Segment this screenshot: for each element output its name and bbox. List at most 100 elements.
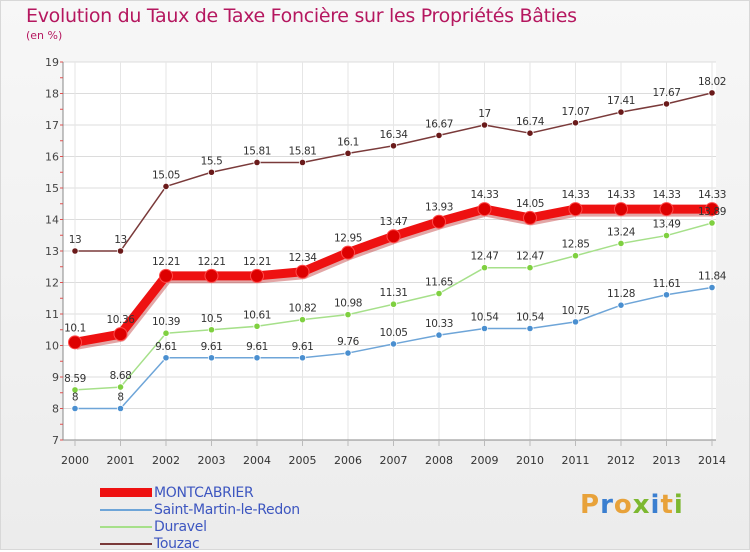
data-label-duravel: 10.82	[288, 303, 316, 315]
legend-swatch-montcabrier	[100, 488, 152, 497]
data-label-saint-martin-le-redon: 9.61	[292, 341, 314, 353]
data-point-saint-martin-le-redon	[617, 301, 625, 309]
data-point-duravel	[708, 219, 716, 227]
data-point-touzac	[571, 119, 580, 127]
data-label-montcabrier: 14.33	[561, 189, 589, 201]
data-point-touzac	[162, 182, 170, 191]
data-point-saint-martin-le-redon	[708, 283, 716, 292]
data-label-duravel: 10.61	[243, 309, 271, 321]
data-point-touzac	[71, 247, 79, 255]
legend-label-saint-martin-le-redon: Saint-Martin-le-Redon	[154, 501, 300, 518]
data-label-saint-martin-le-redon: 8	[117, 392, 123, 404]
proxiti-logo: Proxiti	[580, 490, 684, 520]
data-point-saint-martin-le-redon	[389, 340, 398, 348]
data-point-duravel	[526, 264, 534, 272]
data-point-saint-martin-le-redon	[480, 324, 489, 333]
legend-label-duravel: Duravel	[154, 518, 207, 535]
data-label-touzac: 13	[69, 234, 82, 246]
logo-letter: i	[650, 490, 661, 520]
data-label-touzac: 17.67	[652, 87, 680, 99]
chart-unit: (en %)	[26, 29, 63, 42]
x-tick-label: 2013	[653, 454, 681, 467]
data-point-touzac	[344, 149, 352, 157]
y-tick-label: 16	[45, 151, 59, 164]
data-point-duravel	[344, 311, 352, 319]
logo-letter: x	[632, 490, 651, 520]
data-label-duravel: 10.5	[201, 313, 223, 325]
data-label-touzac: 15.81	[243, 145, 271, 157]
data-label-saint-martin-le-redon: 9.76	[337, 336, 359, 348]
data-label-saint-martin-le-redon: 9.61	[201, 341, 223, 353]
data-point-duravel	[116, 383, 125, 391]
data-label-saint-martin-le-redon: 11.28	[607, 288, 635, 300]
y-tick-label: 14	[45, 214, 59, 227]
data-point-montcabrier	[386, 229, 401, 244]
data-label-touzac: 16.74	[516, 116, 545, 128]
data-label-montcabrier: 10.1	[64, 322, 86, 334]
x-tick-label: 2009	[471, 454, 499, 467]
data-point-duravel	[71, 386, 79, 394]
legend-swatch-saint-martin-le-redon	[100, 508, 152, 511]
x-tick-label: 2006	[334, 454, 362, 467]
data-point-montcabrier	[341, 245, 355, 260]
data-point-montcabrier	[159, 268, 173, 283]
data-point-montcabrier	[68, 335, 82, 350]
legend-swatch-touzac	[100, 542, 152, 545]
data-point-montcabrier	[295, 264, 310, 279]
x-tick-label: 2003	[198, 454, 226, 467]
data-label-saint-martin-le-redon: 11.84	[698, 271, 727, 283]
x-tick-label: 2004	[243, 454, 271, 467]
x-tick-label: 2001	[107, 454, 135, 467]
y-tick-label: 10	[45, 340, 59, 353]
y-tick-label: 13	[45, 245, 59, 258]
data-point-montcabrier	[659, 202, 674, 217]
data-label-montcabrier: 13.47	[379, 216, 407, 228]
data-point-duravel	[162, 329, 170, 337]
x-tick-label: 2007	[380, 454, 408, 467]
data-label-montcabrier: 12.21	[152, 256, 180, 268]
data-point-saint-martin-le-redon	[162, 354, 170, 362]
data-point-duravel	[571, 252, 580, 260]
y-tick-label: 15	[45, 182, 59, 195]
data-label-touzac: 13	[114, 234, 127, 246]
y-tick-label: 9	[52, 371, 59, 384]
data-label-duravel: 8.59	[64, 373, 86, 385]
y-tick-label: 7	[52, 434, 59, 447]
data-point-touzac	[389, 142, 398, 150]
x-tick-label: 2012	[607, 454, 635, 467]
legend: MONTCABRIER Saint-Martin-le-Redon Durave…	[100, 484, 300, 552]
data-point-duravel	[253, 322, 261, 330]
logo-letter: P	[580, 490, 601, 520]
data-point-touzac	[207, 168, 216, 176]
y-tick-label: 11	[45, 308, 59, 321]
data-label-duravel: 13.89	[698, 206, 726, 218]
data-point-touzac	[435, 131, 443, 139]
data-label-saint-martin-le-redon: 9.61	[246, 341, 268, 353]
data-label-montcabrier: 12.34	[288, 252, 317, 264]
data-label-touzac: 17.41	[607, 95, 635, 107]
logo-letter: i	[673, 490, 684, 520]
data-label-montcabrier: 12.21	[243, 256, 271, 268]
data-label-saint-martin-le-redon: 11.61	[652, 278, 680, 290]
data-label-touzac: 16.34	[379, 129, 408, 141]
legend-item-saint-martin-le-redon: Saint-Martin-le-Redon	[100, 501, 300, 518]
data-point-saint-martin-le-redon	[71, 404, 79, 413]
x-tick-label: 2008	[425, 454, 453, 467]
data-point-montcabrier	[523, 210, 537, 225]
data-point-montcabrier	[568, 202, 583, 217]
data-label-saint-martin-le-redon: 8	[72, 392, 78, 404]
data-point-saint-martin-le-redon	[571, 318, 580, 326]
legend-item-touzac: Touzac	[100, 535, 300, 552]
data-point-touzac	[617, 108, 625, 116]
data-point-montcabrier	[204, 268, 219, 283]
data-point-montcabrier	[614, 202, 628, 217]
data-label-duravel: 12.85	[561, 239, 589, 251]
data-point-touzac	[298, 158, 307, 167]
data-label-montcabrier: 12.95	[334, 233, 362, 245]
data-label-touzac: 18.02	[698, 76, 726, 88]
data-point-saint-martin-le-redon	[344, 349, 352, 357]
data-point-duravel	[207, 326, 216, 334]
data-label-montcabrier: 14.05	[516, 198, 544, 210]
data-label-touzac: 16.67	[425, 118, 453, 130]
